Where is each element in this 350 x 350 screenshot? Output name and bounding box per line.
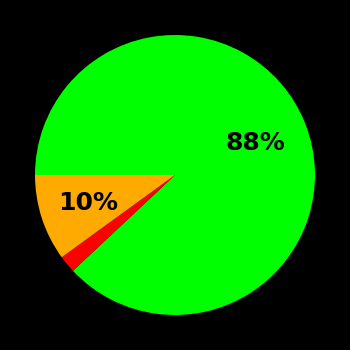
Text: 88%: 88% bbox=[226, 131, 286, 155]
Wedge shape bbox=[35, 35, 315, 315]
Wedge shape bbox=[62, 175, 175, 271]
Wedge shape bbox=[35, 175, 175, 257]
Text: 10%: 10% bbox=[58, 191, 118, 215]
